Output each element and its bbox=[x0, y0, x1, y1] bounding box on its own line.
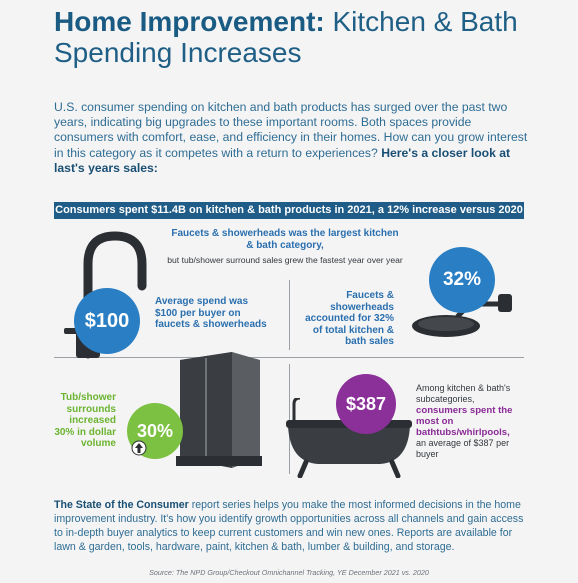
stat-32-circle: 32% bbox=[429, 247, 495, 313]
stat-30-text: Tub/shower surrounds increased 30% in do… bbox=[54, 392, 116, 449]
summary-banner: Consumers spent $11.4B on kitchen & bath… bbox=[54, 202, 524, 219]
title-rest: Kitchen & Bath Spending Increases bbox=[54, 6, 518, 68]
stat-387-highlight: consumers spent the most on bathtubs/whi… bbox=[416, 405, 513, 438]
title-bold: Home Improvement: bbox=[54, 6, 325, 37]
intro-text: U.S. consumer spending on kitchen and ba… bbox=[54, 100, 528, 160]
source-note: Source: The NPD Group/Checkout Omnichann… bbox=[149, 568, 429, 577]
grid-divider-horizontal bbox=[54, 357, 524, 358]
stat-387-pre: Among kitchen & bath's subcategories, bbox=[416, 383, 511, 404]
grid-divider-vertical-top bbox=[289, 280, 290, 350]
up-arrow-icon bbox=[131, 440, 147, 456]
intro-bold: Here's a closer look at last's years sal… bbox=[54, 145, 511, 175]
footer-bold: The State of the Consumer bbox=[54, 499, 189, 511]
stat-100-circle: $100 bbox=[74, 288, 140, 354]
footer-paragraph: The State of the Consumer report series … bbox=[54, 498, 524, 554]
stat-100-text: Average spend was $100 per buyer on fauc… bbox=[155, 296, 267, 330]
stat-387-post: an average of $387 per buyer bbox=[416, 438, 510, 459]
stat-387-text: Among kitchen & bath's subcategories, co… bbox=[416, 383, 524, 460]
grid-divider-vertical-bottom bbox=[289, 364, 290, 474]
faucets-headline: Faucets & showerheads was the largest ki… bbox=[171, 228, 399, 251]
faucets-subline: but tub/shower surround sales grew the f… bbox=[167, 255, 403, 265]
footer-text: report series helps you make the most in… bbox=[54, 499, 524, 553]
page-title: Home Improvement: Kitchen & Bath Spendin… bbox=[54, 6, 554, 68]
shower-enclosure-icon bbox=[176, 352, 262, 468]
intro-paragraph: U.S. consumer spending on kitchen and ba… bbox=[54, 100, 534, 176]
stat-32-text: Faucets & showerheads accounted for 32% … bbox=[305, 290, 394, 347]
stat-387-circle: $387 bbox=[336, 374, 396, 434]
